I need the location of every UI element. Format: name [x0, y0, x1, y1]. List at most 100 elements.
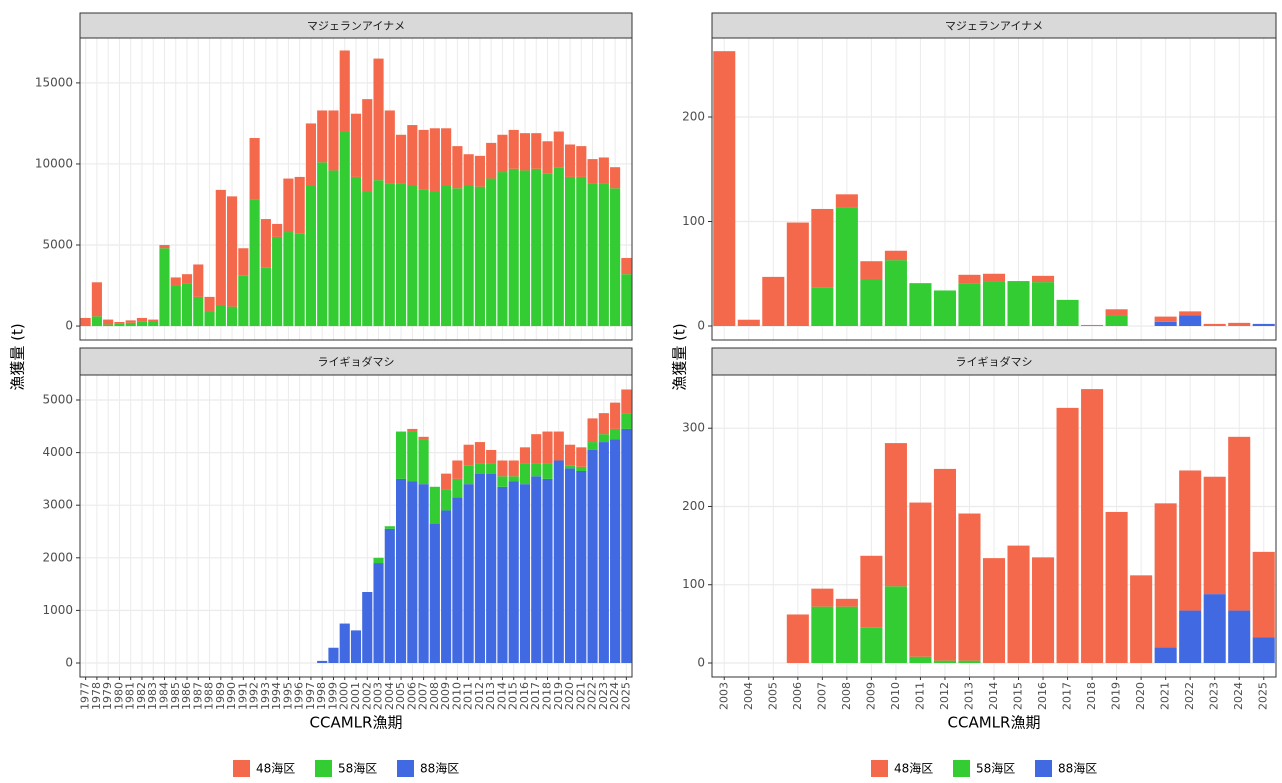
x-tick-label: 2005: [766, 682, 779, 710]
bar-segment: [519, 463, 531, 485]
bar-segment: [610, 439, 621, 664]
bar-segment: [125, 320, 136, 323]
bar-segment: [835, 606, 858, 663]
bar-segment: [384, 528, 395, 664]
bar-segment: [474, 463, 485, 474]
x-tick-label: 2007: [417, 682, 430, 710]
bar-segment: [441, 489, 452, 511]
bar-segment: [1032, 282, 1055, 326]
bar-segment: [531, 434, 542, 464]
bar-segment: [713, 51, 736, 326]
bar-segment: [418, 189, 429, 327]
bar-segment: [429, 523, 440, 664]
bar-segment: [933, 660, 956, 663]
bar-segment: [181, 283, 193, 327]
bar-segment: [395, 134, 407, 184]
bar-segment: [148, 319, 159, 323]
bar-segment: [621, 413, 632, 429]
x-tick-label: 1997: [304, 682, 317, 710]
bar-segment: [486, 463, 497, 474]
bar-segment: [564, 465, 576, 469]
bar-segment: [909, 283, 932, 326]
x-tick-label: 1986: [180, 682, 193, 710]
bar-segment: [860, 261, 883, 279]
x-tick-label: 2011: [462, 682, 475, 710]
x-tick-label: 2013: [962, 682, 975, 710]
x-tick-label: 2025: [1257, 682, 1270, 710]
bar-segment: [811, 606, 834, 663]
bar-segment: [350, 630, 362, 664]
bar-segment: [1130, 575, 1153, 663]
bar-segment: [215, 304, 226, 327]
bar-segment: [933, 468, 956, 661]
bar-segment: [283, 178, 294, 233]
bar-segment: [395, 431, 407, 479]
x-axis-label: CCAMLR漁期: [310, 714, 403, 732]
bar-segment: [1154, 321, 1177, 326]
bar-segment: [159, 248, 170, 327]
x-tick-label: 2016: [1036, 682, 1049, 710]
bar-segment: [114, 322, 125, 324]
bar-segment: [227, 306, 238, 327]
x-tick-label: 1987: [191, 682, 204, 710]
bar-segment: [1252, 323, 1275, 326]
x-tick-label: 2005: [394, 682, 407, 710]
legend-swatch: [1035, 760, 1052, 777]
bar-segment: [384, 183, 395, 327]
bar-segment: [564, 444, 576, 466]
bar-segment: [373, 563, 384, 664]
x-tick-label: 1995: [281, 682, 294, 710]
x-tick-label: 1984: [157, 682, 170, 710]
x-tick-label: 2011: [913, 682, 926, 710]
bar-segment: [407, 125, 418, 186]
x-tick-label: 1982: [135, 682, 148, 710]
bar-segment: [811, 287, 834, 326]
bar-segment: [982, 273, 1006, 282]
x-tick-label: 2024: [608, 682, 621, 710]
x-tick-label: 1992: [248, 682, 261, 710]
x-tick-label: 2013: [484, 682, 497, 710]
bar-segment: [103, 324, 114, 327]
bar-segment: [204, 311, 215, 327]
legend-label: 88海区: [1058, 761, 1097, 776]
x-tick-label: 2021: [1159, 682, 1172, 710]
bar-segment: [463, 444, 474, 466]
y-tick-label: 2000: [42, 550, 73, 564]
y-tick-label: 15000: [35, 75, 73, 89]
facet-strip: [79, 12, 633, 39]
bar-segment: [384, 526, 395, 529]
bar-segment: [272, 236, 283, 327]
bar-segment: [181, 274, 193, 284]
x-tick-label: 2008: [840, 682, 853, 710]
bar-segment: [407, 431, 418, 482]
facet-title: マジェランアイナメ: [945, 20, 1043, 33]
x-tick-label: 2023: [1208, 682, 1221, 710]
bar-segment: [362, 99, 373, 192]
bar-segment: [598, 442, 609, 664]
x-tick-label: 1980: [112, 682, 125, 710]
bar-segment: [564, 144, 576, 177]
bar-segment: [737, 319, 760, 326]
x-tick-label: 2017: [1061, 682, 1074, 710]
x-tick-label: 2010: [889, 682, 902, 710]
bar-segment: [1228, 610, 1251, 663]
x-tick-label: 1991: [236, 682, 249, 710]
bar-segment: [80, 317, 91, 327]
bar-segment: [373, 557, 384, 564]
x-tick-label: 2024: [1232, 682, 1245, 710]
bar-segment: [91, 316, 102, 327]
bar-segment: [1203, 323, 1226, 326]
x-tick-label: 2012: [473, 682, 486, 710]
x-tick-label: 2006: [791, 682, 804, 710]
bar-segment: [553, 131, 564, 168]
bar-segment: [441, 128, 452, 186]
bar-segment: [598, 413, 609, 435]
bar-segment: [933, 290, 956, 326]
bar-segment: [508, 481, 519, 664]
bar-segment: [811, 588, 834, 607]
bar-segment: [170, 285, 181, 327]
bar-segment: [598, 157, 609, 184]
y-tick-label: 0: [65, 656, 73, 670]
bar-segment: [786, 222, 809, 326]
